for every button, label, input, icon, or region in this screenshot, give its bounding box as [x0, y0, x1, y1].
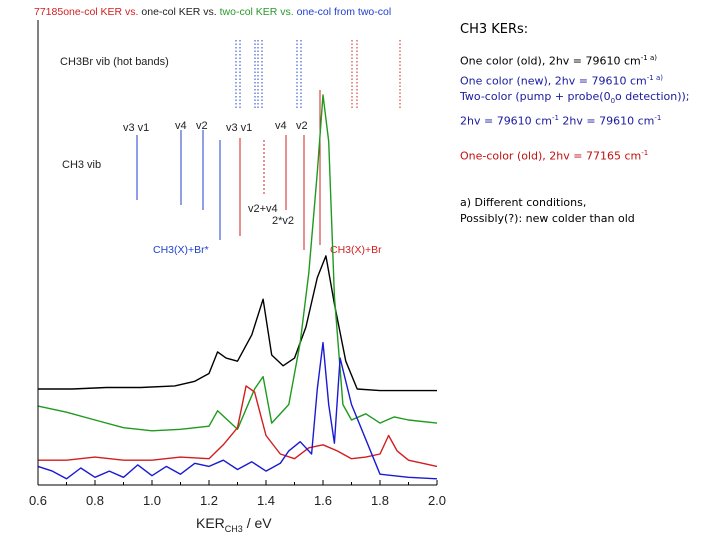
vibration-reference-lines: [136, 90, 321, 250]
series-lines: [37, 94, 438, 480]
x-tick-label: 1.8: [371, 493, 389, 508]
x-tick-label: 1.6: [314, 493, 332, 508]
annotation-label: v4: [275, 120, 287, 132]
x-tick-label: 0.8: [86, 493, 104, 508]
annotation-label: CH3Br vib (hot bands): [60, 56, 169, 68]
annotation-label: CH3(X)+Br: [330, 244, 382, 256]
x-tick-label: 1.4: [257, 493, 275, 508]
legend-one-color-77165: One-color (old), 2hv = 77165 cm-1: [460, 149, 649, 163]
x-tick-label: 2.0: [428, 493, 446, 508]
x-axis-label-unit: / eV: [243, 515, 272, 531]
legend-two-color: Two-color (pump + probe(00o detection));: [460, 90, 690, 106]
dotted-reference-lines: [235, 40, 401, 196]
chart-title-text: 77185one-col KER vs. one-col KER vs. two…: [34, 6, 391, 18]
annotation-label: CH3(X)+Br*: [153, 244, 209, 256]
x-tick-label: 1.2: [200, 493, 218, 508]
x-axis-label-main: KER: [196, 515, 225, 531]
annotation-label: v3 v1: [226, 122, 252, 134]
series-line: [37, 94, 438, 432]
x-axis-label-sub: CH3: [225, 524, 243, 534]
note-b: Possibly(?): new colder than old: [460, 211, 635, 225]
annotation-label: 2*v2: [272, 215, 294, 227]
chart-title-part: one-col from two-col: [297, 6, 392, 18]
annotations: CH3Br vib (hot bands) CH3 vib v3 v1 v4 v2 v3 …: [60, 56, 382, 256]
annotation-label: v2: [196, 120, 208, 132]
note-a: a) Different conditions,: [460, 195, 587, 209]
annotation-label: v2+v4: [248, 203, 278, 215]
series-line: [37, 341, 438, 480]
x-tick-label: 0.6: [29, 493, 47, 508]
chart-title-part: 77185one-col KER vs.: [34, 6, 141, 18]
annotation-label: CH3 vib: [62, 159, 101, 171]
chart-title-part: two-col KER vs.: [220, 6, 297, 18]
axes: 0.6 0.8 1.0 1.2 1.4 1.6 1.8 2.0 KERCH3 / eV: [29, 20, 446, 534]
legend-one-color-new: One color (new), 2hv = 79610 cm-1 a): [460, 73, 663, 88]
chart-title-part: one-col KER vs.: [141, 6, 219, 18]
series-line: [38, 385, 438, 468]
chart-title: 77185one-col KER vs. one-col KER vs. two…: [34, 6, 391, 18]
side-panel: CH3 KERs: One color (old), 2hv = 79610 c…: [460, 22, 718, 227]
annotation-label: v2: [296, 120, 308, 132]
x-tick-label: 1.0: [143, 493, 161, 508]
x-axis-label: KERCH3 / eV: [196, 515, 272, 534]
legend-one-color-old: One color (old), 2hv = 79610 cm-1 a): [460, 54, 657, 68]
annotation-label: v4: [175, 120, 187, 132]
series-line: [38, 255, 437, 392]
legend-two-color-energy: 2hv = 79610 cm-1 2hv = 79610 cm-1: [460, 113, 662, 128]
annotation-label: v3 v1: [123, 122, 149, 134]
ker-chart: 77185one-col KER vs. one-col KER vs. two…: [29, 6, 446, 534]
panel-title: CH3 KERs:: [460, 22, 529, 37]
